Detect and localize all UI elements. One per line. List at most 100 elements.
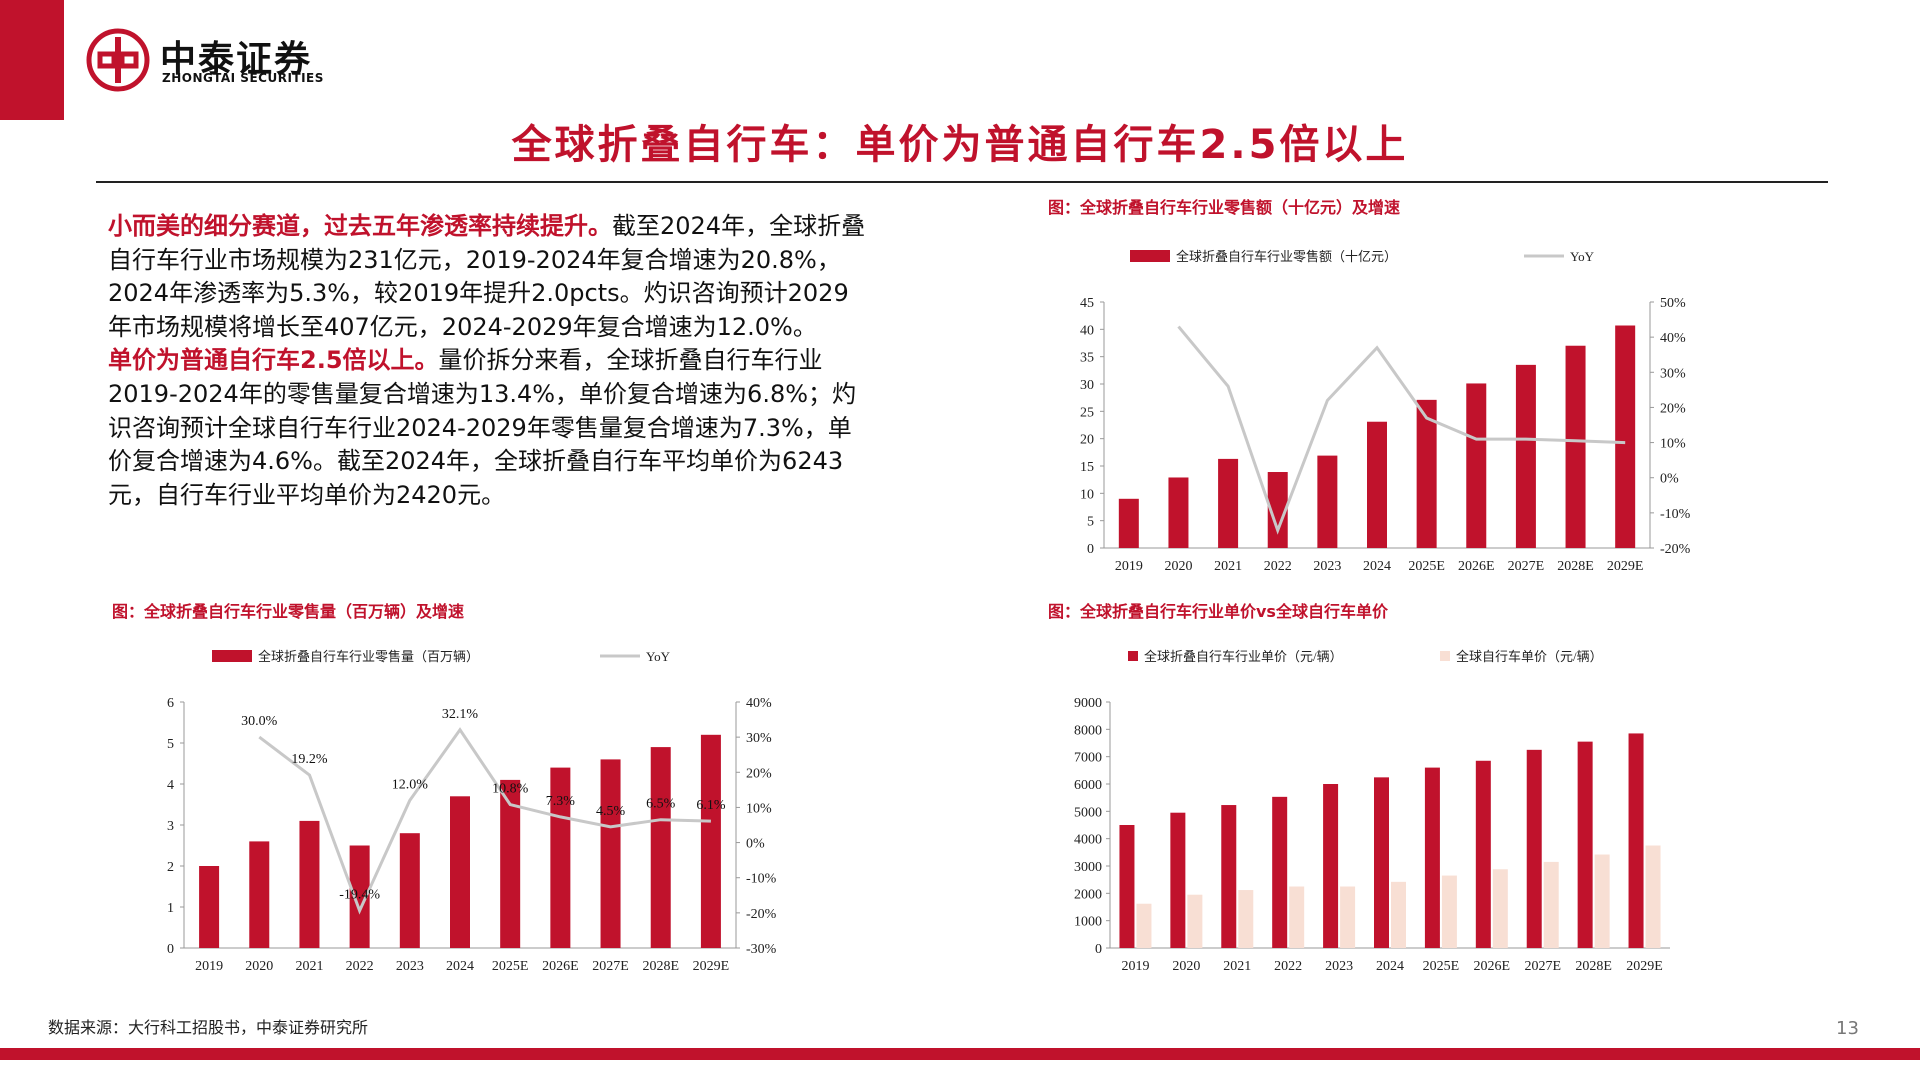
bar-2024 [1367, 421, 1387, 548]
brand-name-en: ZHONGTAI SECURITIES [162, 71, 324, 85]
unit-price-chart: 全球折叠自行车行业单价（元/辆） 全球自行车单价（元/辆） 0 1000 2000 300… [1074, 649, 1670, 974]
y-tick-label-left: 1 [167, 901, 174, 916]
bar-2023 [1317, 455, 1338, 548]
bar-2028E [1565, 345, 1586, 548]
legend-swatch-bar [1130, 250, 1170, 262]
x-tick-label: 2020 [1164, 559, 1192, 574]
bar-1-2027E [1543, 861, 1559, 948]
x-tick-label: 2024 [1363, 559, 1391, 574]
bar-0-2019 [1119, 825, 1135, 948]
yoy-data-label: 19.2% [291, 752, 328, 767]
y-tick-label: 6000 [1074, 778, 1102, 793]
y-tick-label-right: -20% [1660, 542, 1691, 557]
x-tick-label: 2028E [642, 959, 679, 974]
x-tick-label: 2027E [1508, 559, 1545, 574]
paragraph1-highlight: 小而美的细分赛道，过去五年渗透率持续提升。 [108, 212, 612, 240]
retail-sales-chart: 全球折叠自行车行业零售额（十亿元） YoY 0 5 10 15 20 25 30 35 40 45 -2… [1080, 249, 1691, 574]
yoy-data-label: 30.0% [241, 714, 277, 729]
y-tick-label-left: 0 [1087, 542, 1094, 557]
bar-1-2029E [1645, 845, 1661, 948]
bar-1-2023 [1340, 886, 1356, 948]
yoy-data-label: 6.1% [696, 798, 726, 813]
bar-2022 [1267, 472, 1288, 548]
legend-label-0: 全球折叠自行车行业单价（元/辆） [1144, 649, 1343, 664]
title-divider [96, 181, 1828, 183]
y-tick-label: 7000 [1074, 751, 1102, 766]
x-tick-label: 2022 [1274, 959, 1302, 974]
bar-2029E [700, 734, 721, 948]
yoy-data-label: 32.1% [442, 707, 479, 722]
y-tick-label-right: 30% [746, 731, 772, 746]
x-tick-label: 2023 [396, 959, 424, 974]
corner-accent-bar [0, 0, 64, 120]
bar-2026E [550, 767, 571, 948]
x-tick-label: 2025E [1408, 559, 1445, 574]
x-tick-label: 2027E [1524, 959, 1561, 974]
y-tick-label-left: 20 [1080, 433, 1094, 448]
y-tick-label-left: 5 [1087, 515, 1094, 530]
y-tick-label-right: 10% [746, 801, 772, 816]
y-tick-label-right: 30% [1660, 366, 1686, 381]
y-tick-label: 0 [1095, 942, 1102, 957]
y-tick-label-left: 0 [167, 942, 174, 957]
bar-0-2027E [1526, 749, 1542, 948]
bar-2029E [1615, 325, 1636, 548]
bar-1-2024 [1391, 881, 1406, 948]
y-tick-label-left: 25 [1080, 405, 1094, 420]
bar-0-2025E [1424, 767, 1440, 948]
bar-2019 [199, 866, 220, 948]
bar-2024 [450, 796, 470, 948]
y-tick-label: 5000 [1074, 805, 1102, 820]
x-tick-label: 2023 [1313, 559, 1341, 574]
y-tick-label: 4000 [1074, 833, 1102, 848]
x-tick-label: 2022 [1264, 559, 1292, 574]
x-tick-label: 2022 [346, 959, 374, 974]
bar-2028E [650, 747, 671, 948]
y-tick-label-left: 15 [1080, 460, 1094, 475]
x-tick-label: 2029E [1607, 559, 1644, 574]
bar-2026E [1466, 383, 1487, 548]
yoy-line [1177, 325, 1626, 535]
x-tick-label: 2021 [1223, 959, 1251, 974]
x-tick-label: 2028E [1575, 959, 1612, 974]
paragraph2-highlight: 单价为普通自行车2.5倍以上。 [108, 346, 439, 375]
legend-label-1: 全球自行车单价（元/辆） [1456, 649, 1603, 664]
y-tick-label: 8000 [1074, 723, 1102, 738]
zhongtai-logo-icon [86, 28, 150, 92]
bar-1-2020 [1187, 894, 1203, 948]
y-tick-label-right: 50% [1660, 296, 1686, 311]
x-tick-label: 2019 [195, 959, 223, 974]
x-tick-label: 2025E [1423, 959, 1460, 974]
y-tick-label-right: 40% [1660, 331, 1686, 346]
y-tick-label-right: 20% [1660, 401, 1686, 416]
y-tick-label-right: -30% [746, 942, 777, 957]
x-tick-label: 2024 [446, 959, 474, 974]
y-tick-label-right: 10% [1660, 437, 1686, 452]
yoy-data-label: 4.5% [596, 804, 626, 819]
x-tick-label: 2028E [1557, 559, 1594, 574]
brand-name-cn: 中泰证券 [160, 39, 313, 80]
x-tick-label: 2023 [1325, 959, 1353, 974]
x-tick-label: 2019 [1115, 559, 1143, 574]
y-tick-label-right: -10% [746, 872, 777, 887]
y-tick-label-left: 30 [1080, 378, 1094, 393]
y-tick-label-right: 0% [746, 837, 765, 852]
bar-0-2020 [1170, 812, 1186, 948]
bar-2020 [1168, 477, 1189, 548]
y-tick-label-right: -20% [746, 907, 777, 922]
bar-2027E [1515, 364, 1536, 548]
bar-2022 [349, 845, 370, 948]
bar-1-2026E [1492, 869, 1508, 948]
x-tick-label: 2021 [1214, 559, 1242, 574]
legend-label-line: YoY [1570, 249, 1595, 264]
page-number: 13 [1836, 1018, 1859, 1039]
y-tick-label: 3000 [1074, 860, 1102, 875]
y-tick-label: 1000 [1074, 915, 1102, 930]
y-tick-label-left: 2 [167, 860, 174, 875]
paragraph2-text: 量价拆分来看，全球折叠自行车行业2019-2024年的零售量复合增速为13.4%… [108, 346, 857, 509]
retail-volume-chart: 全球折叠自行车行业零售量（百万辆） YoY 0 1 2 3 4 5 6 -30% -20% -10% 0… [167, 649, 777, 974]
x-tick-label: 2020 [1172, 959, 1200, 974]
y-tick-label-right: 0% [1660, 472, 1679, 487]
legend-label-bar: 全球折叠自行车行业零售量（百万辆） [258, 649, 479, 664]
bar-1-2028E [1594, 854, 1610, 948]
